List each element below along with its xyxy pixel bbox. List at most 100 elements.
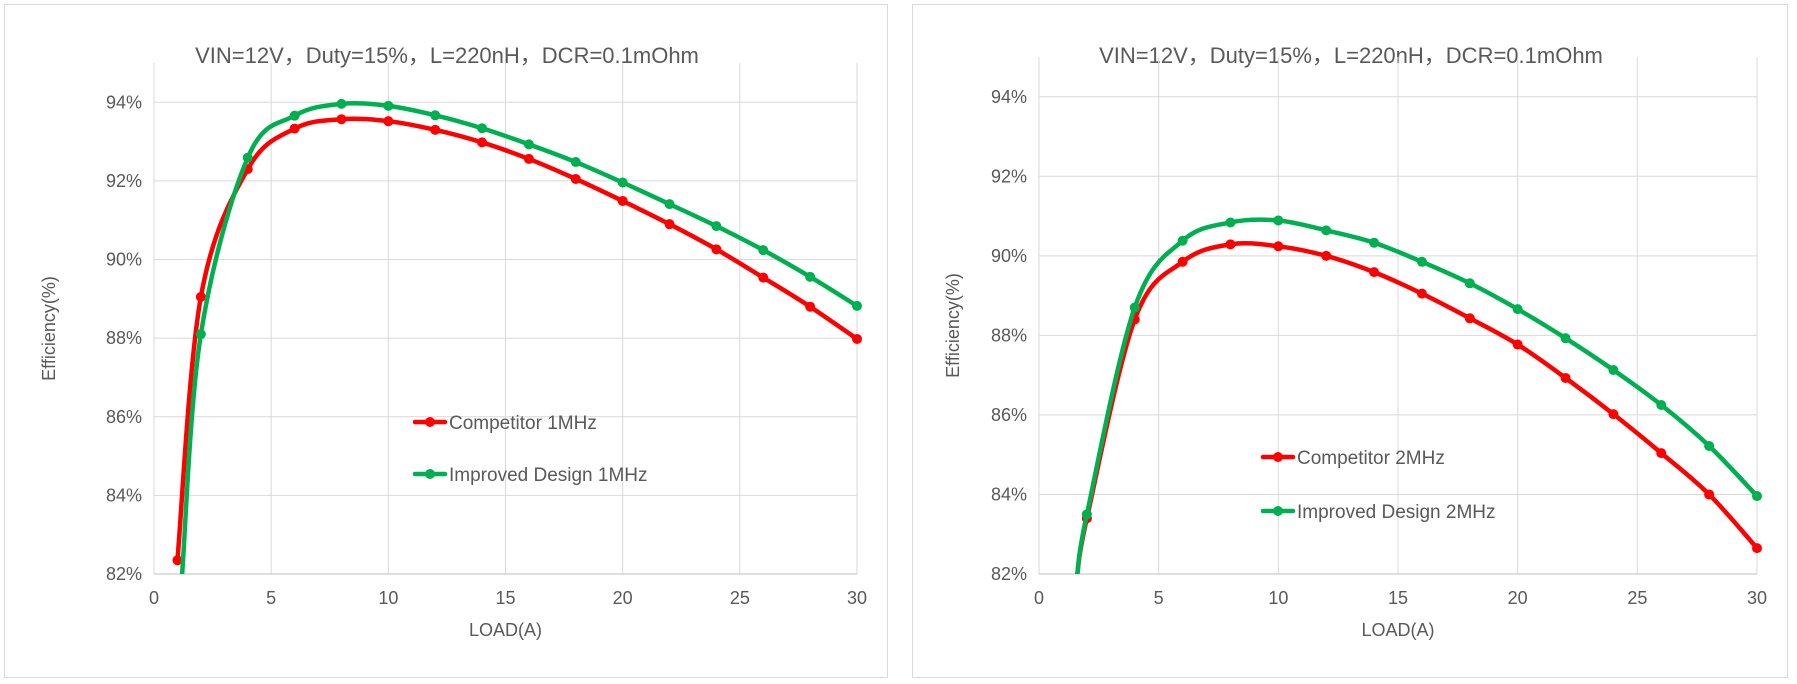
series-line bbox=[179, 100, 860, 574]
y-tick-label: 94% bbox=[106, 92, 142, 112]
x-tick-label: 0 bbox=[149, 588, 159, 608]
data-point bbox=[1321, 250, 1332, 261]
data-point bbox=[1369, 267, 1380, 278]
data-point bbox=[1752, 543, 1762, 554]
legend-marker bbox=[425, 469, 435, 479]
data-point bbox=[758, 272, 769, 283]
legend-label: Competitor 1MHz bbox=[449, 413, 597, 434]
data-point bbox=[617, 177, 628, 188]
data-point bbox=[1656, 448, 1667, 459]
data-point bbox=[852, 300, 862, 311]
data-point bbox=[430, 124, 441, 135]
x-tick-label: 15 bbox=[495, 588, 515, 608]
x-tick-label: 10 bbox=[1268, 588, 1288, 608]
legend-label: Competitor 2MHz bbox=[1297, 448, 1445, 469]
y-tick-label: 86% bbox=[106, 407, 142, 427]
legend: Competitor 1MHz Improved Design 1MHz bbox=[412, 413, 648, 486]
data-point bbox=[805, 301, 816, 312]
data-point bbox=[617, 195, 628, 206]
data-point bbox=[1273, 215, 1284, 226]
data-point bbox=[664, 219, 675, 230]
x-tick-label: 10 bbox=[378, 588, 398, 608]
chart-title: VIN=12V，Duty=15%，L=220nH，DCR=0.1mOhm bbox=[1099, 43, 1603, 68]
y-tick-label: 86% bbox=[991, 405, 1027, 425]
data-point bbox=[383, 100, 394, 111]
data-point bbox=[336, 114, 347, 125]
efficiency-chart-2mhz: VIN=12V，Duty=15%，L=220nH，DCR=0.1mOhm 82% 8… bbox=[943, 43, 1767, 640]
x-tick-label: 25 bbox=[1627, 588, 1647, 608]
y-tick-label: 90% bbox=[106, 250, 142, 270]
data-point bbox=[570, 173, 581, 184]
data-point bbox=[289, 123, 300, 134]
data-point bbox=[1512, 304, 1523, 315]
data-point bbox=[523, 153, 534, 164]
y-axis-title: Efficiency(%) bbox=[39, 276, 59, 381]
series-competitor bbox=[172, 114, 862, 566]
data-point bbox=[383, 116, 394, 127]
data-point bbox=[1416, 256, 1427, 267]
x-tick-label: 15 bbox=[1388, 588, 1408, 608]
chart-panel-1mhz: VIN=12V，Duty=15%，L=220nH，DCR=0.1mOhm 82% 8… bbox=[4, 4, 888, 678]
legend-marker bbox=[1273, 452, 1283, 462]
data-point bbox=[1177, 256, 1188, 267]
data-point bbox=[430, 110, 441, 121]
legend: Competitor 2MHz Improved Design 2MHz bbox=[1260, 448, 1496, 523]
y-tick-label: 82% bbox=[106, 564, 142, 584]
y-tick-label: 90% bbox=[991, 246, 1027, 266]
data-point bbox=[477, 137, 488, 148]
data-point bbox=[1464, 278, 1475, 289]
x-tick-label: 5 bbox=[266, 588, 276, 608]
data-point bbox=[1081, 509, 1092, 520]
y-axis-title: Efficiency(%) bbox=[943, 273, 963, 378]
x-tick-label: 5 bbox=[1154, 588, 1164, 608]
data-point bbox=[1560, 372, 1571, 383]
data-point bbox=[1656, 399, 1667, 410]
x-axis-title: LOAD(A) bbox=[1361, 620, 1434, 640]
data-point bbox=[1225, 239, 1236, 250]
data-point bbox=[1369, 237, 1380, 248]
legend-marker bbox=[1273, 506, 1283, 516]
data-point bbox=[242, 152, 253, 163]
x-tick-label: 30 bbox=[1747, 588, 1767, 608]
series-line bbox=[175, 116, 860, 563]
data-point bbox=[711, 221, 722, 232]
x-tick-label: 0 bbox=[1034, 588, 1044, 608]
x-axis-title: LOAD(A) bbox=[469, 620, 542, 640]
legend-marker bbox=[425, 417, 435, 427]
legend-label: Improved Design 1MHz bbox=[449, 465, 648, 486]
y-tick-label: 82% bbox=[991, 564, 1027, 584]
data-point bbox=[1416, 288, 1427, 299]
gridlines bbox=[153, 63, 858, 575]
data-point bbox=[1704, 489, 1715, 500]
x-tick-label: 20 bbox=[613, 588, 633, 608]
data-point bbox=[1273, 241, 1284, 252]
data-point bbox=[477, 123, 488, 134]
data-point bbox=[1464, 313, 1475, 324]
data-point bbox=[852, 333, 862, 344]
data-point bbox=[1752, 491, 1762, 502]
x-tick-label: 25 bbox=[730, 588, 750, 608]
data-point bbox=[1608, 409, 1619, 420]
y-tick-label: 94% bbox=[991, 87, 1027, 107]
data-point bbox=[1512, 339, 1523, 350]
legend-label: Improved Design 2MHz bbox=[1297, 502, 1496, 523]
data-point bbox=[195, 329, 206, 340]
data-point bbox=[1608, 364, 1619, 375]
data-point bbox=[289, 110, 300, 121]
chart-title: VIN=12V，Duty=15%，L=220nH，DCR=0.1mOhm bbox=[195, 43, 699, 68]
y-tick-label: 88% bbox=[106, 328, 142, 348]
y-tick-label: 84% bbox=[106, 485, 142, 505]
data-point bbox=[336, 98, 347, 109]
data-point bbox=[711, 244, 722, 255]
data-point bbox=[523, 139, 534, 150]
data-point bbox=[172, 555, 183, 566]
data-point bbox=[1177, 235, 1188, 246]
data-point bbox=[1704, 440, 1715, 451]
x-tick-label: 30 bbox=[847, 588, 867, 608]
data-point bbox=[664, 199, 675, 210]
data-point bbox=[1225, 217, 1236, 228]
y-tick-label: 92% bbox=[991, 166, 1027, 186]
data-point bbox=[1129, 302, 1140, 313]
y-tick-label: 92% bbox=[106, 171, 142, 191]
